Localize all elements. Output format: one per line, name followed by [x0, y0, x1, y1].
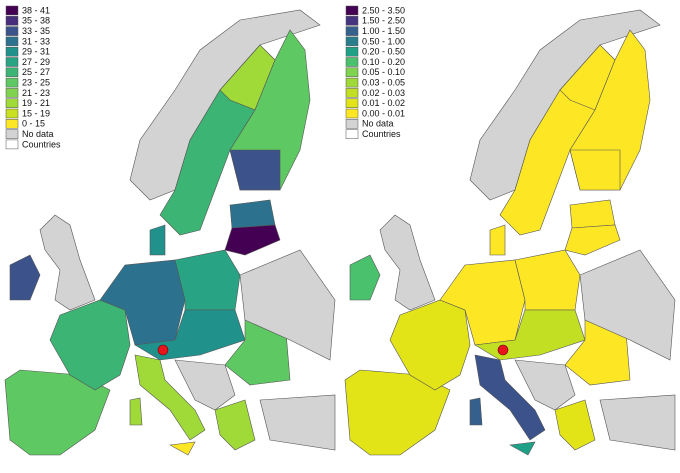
map-panel: 2.50 - 3.501.50 - 2.501.00 - 1.500.50 - … [344, 5, 676, 456]
legend-label: 33 - 35 [22, 26, 50, 36]
region-uk [379, 214, 436, 311]
legend-label: 2.50 - 3.50 [362, 5, 405, 15]
legend-swatch [5, 139, 19, 150]
region-poland [174, 249, 241, 311]
region-turkey [599, 394, 676, 451]
legend-swatch [5, 77, 19, 88]
legend-swatch [5, 36, 19, 47]
region-finland-south [229, 149, 281, 191]
legend-swatch [345, 67, 359, 78]
region-finland-south [569, 149, 621, 191]
legend-swatch [345, 108, 359, 119]
legend-label: 29 - 31 [22, 47, 50, 57]
legend-label: 38 - 41 [22, 5, 50, 15]
legend-label: Countries [362, 129, 401, 139]
region-greece [214, 399, 256, 451]
region-italy [134, 354, 206, 441]
region-east [579, 249, 676, 361]
legend-swatch [345, 5, 359, 16]
region-sardinia [129, 397, 143, 426]
region-uk [39, 214, 96, 311]
region-ireland [349, 254, 381, 301]
legend-swatch [5, 57, 19, 67]
region-iberia [344, 369, 451, 456]
legend-swatch [345, 16, 359, 26]
region-east [239, 249, 336, 361]
legend-swatch [345, 26, 359, 36]
legend-label: 0.10 - 0.20 [362, 57, 405, 67]
region-sicily [509, 441, 536, 456]
legend-swatch [345, 129, 359, 139]
region-denmark [489, 224, 506, 256]
region-sicily [169, 441, 196, 456]
legend-label: 0.03 - 0.05 [362, 77, 405, 87]
legend-label: 0.00 - 0.01 [362, 108, 405, 118]
legend-label: 23 - 25 [22, 77, 50, 87]
region-baltic-north [229, 199, 276, 229]
legend-label: No data [362, 119, 394, 129]
region-lithuania [564, 224, 621, 256]
legend-label: 19 - 21 [22, 98, 50, 108]
legend-swatch [345, 77, 359, 88]
region-italy [474, 354, 546, 441]
legend-label: 0.20 - 0.50 [362, 47, 405, 57]
legend-swatch [5, 88, 19, 98]
legend-swatch [5, 108, 19, 119]
legend-label: 25 - 27 [22, 67, 50, 77]
legend-label: 35 - 38 [22, 16, 50, 26]
legend-swatch [345, 36, 359, 47]
legend-label: 1.50 - 2.50 [362, 16, 405, 26]
legend-label: 27 - 29 [22, 57, 50, 67]
region-germany [439, 259, 526, 346]
region-turkey [259, 394, 336, 451]
legend-swatch [345, 88, 359, 98]
legend-swatch [5, 98, 19, 108]
legend-swatch [345, 98, 359, 108]
region-sardinia [469, 397, 483, 426]
legend-swatch [5, 129, 19, 139]
legend-label: 0.02 - 0.03 [362, 88, 405, 98]
legend-label: 21 - 23 [22, 88, 50, 98]
region-ireland [9, 254, 41, 301]
legend-label: 0.50 - 1.00 [362, 36, 405, 46]
region-greece [554, 399, 596, 451]
region-lithuania [224, 224, 281, 256]
legend-swatch [5, 16, 19, 26]
legend-swatch [5, 5, 19, 16]
region-denmark [149, 224, 166, 256]
legend-label: 0.05 - 0.10 [362, 67, 405, 77]
legend-label: 1.00 - 1.50 [362, 26, 405, 36]
region-iberia [4, 369, 111, 456]
legend-label: 31 - 33 [22, 36, 50, 46]
legend-swatch [5, 67, 19, 78]
legend-swatch [345, 119, 359, 129]
region-baltic-north [569, 199, 616, 229]
legend-label: 15 - 19 [22, 108, 50, 118]
legend-swatch [5, 46, 19, 57]
legend-label: 0 - 15 [22, 119, 45, 129]
region-poland [514, 249, 581, 311]
legend-label: No data [22, 129, 54, 139]
legend-swatch [345, 46, 359, 57]
region-balkans [174, 359, 236, 411]
legend-swatch [5, 26, 19, 36]
location-marker [157, 344, 169, 356]
location-marker [497, 344, 509, 356]
legend-swatch [345, 57, 359, 67]
region-balkans [514, 359, 576, 411]
legend-label: Countries [22, 139, 61, 149]
legend-label: 0.01 - 0.02 [362, 98, 405, 108]
region-germany [99, 259, 186, 346]
legend-swatch [5, 119, 19, 129]
